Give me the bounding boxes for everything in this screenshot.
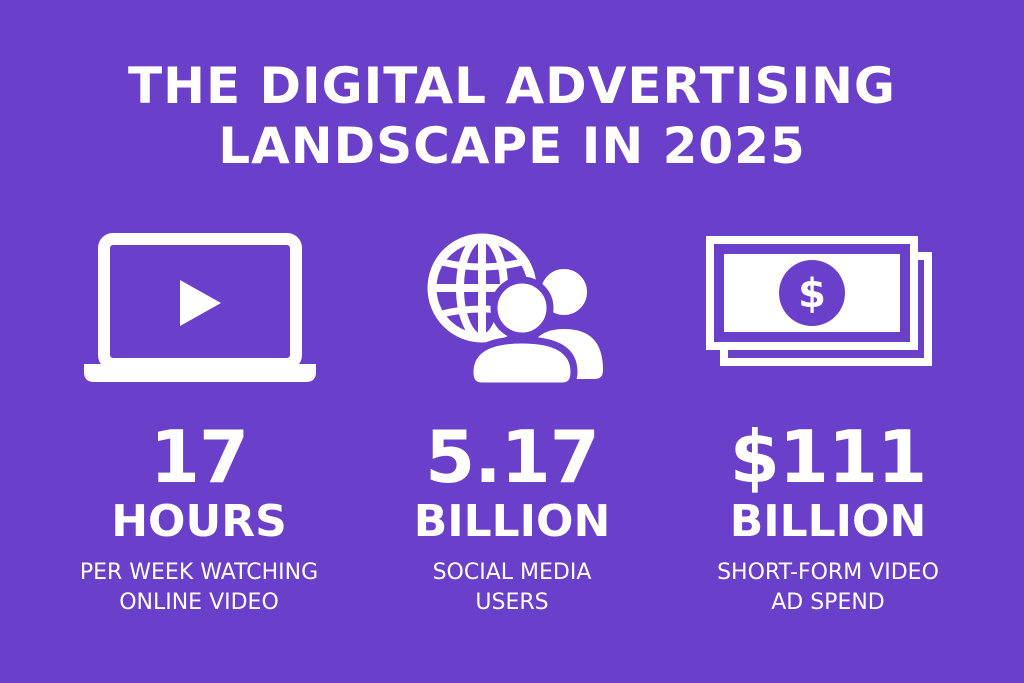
globe-users-icon (412, 230, 612, 390)
stat-social-users: 5.17 BILLION SOCIAL MEDIA USERS (362, 420, 662, 618)
stat-unit: BILLION (413, 496, 611, 547)
stat-description-line-2: ONLINE VIDEO (119, 590, 279, 615)
stat-value: $111 (729, 415, 927, 499)
stat-description-line-1: SHORT-FORM VIDEO (717, 560, 939, 585)
stat-description-line-2: USERS (475, 590, 549, 615)
stat-description: SOCIAL MEDIA USERS (362, 558, 662, 618)
page-title: THE DIGITAL ADVERTISING LANDSCAPE IN 202… (0, 56, 1024, 176)
stat-unit: HOURS (111, 496, 287, 547)
title-line-1: THE DIGITAL ADVERTISING (128, 57, 896, 115)
stat-video-hours: 17 HOURS PER WEEK WATCHING ONLINE VIDEO (49, 420, 349, 618)
stat-description: PER WEEK WATCHING ONLINE VIDEO (49, 558, 349, 618)
svg-text:$: $ (798, 271, 826, 317)
stat-description-line-1: PER WEEK WATCHING (79, 560, 319, 585)
stat-description-line-2: AD SPEND (771, 590, 885, 615)
stat-value: 5.17 (425, 415, 600, 499)
stat-description: SHORT-FORM VIDEO AD SPEND (678, 558, 978, 618)
dollar-bills-icon: $ (706, 236, 936, 371)
title-line-2: LANDSCAPE IN 2025 (218, 117, 806, 175)
stat-ad-spend: $111 BILLION SHORT-FORM VIDEO AD SPEND (678, 420, 978, 618)
stat-description-line-1: SOCIAL MEDIA (432, 560, 592, 585)
stat-value: 17 (149, 415, 249, 499)
laptop-play-icon (80, 232, 320, 387)
stat-unit: BILLION (729, 496, 927, 547)
